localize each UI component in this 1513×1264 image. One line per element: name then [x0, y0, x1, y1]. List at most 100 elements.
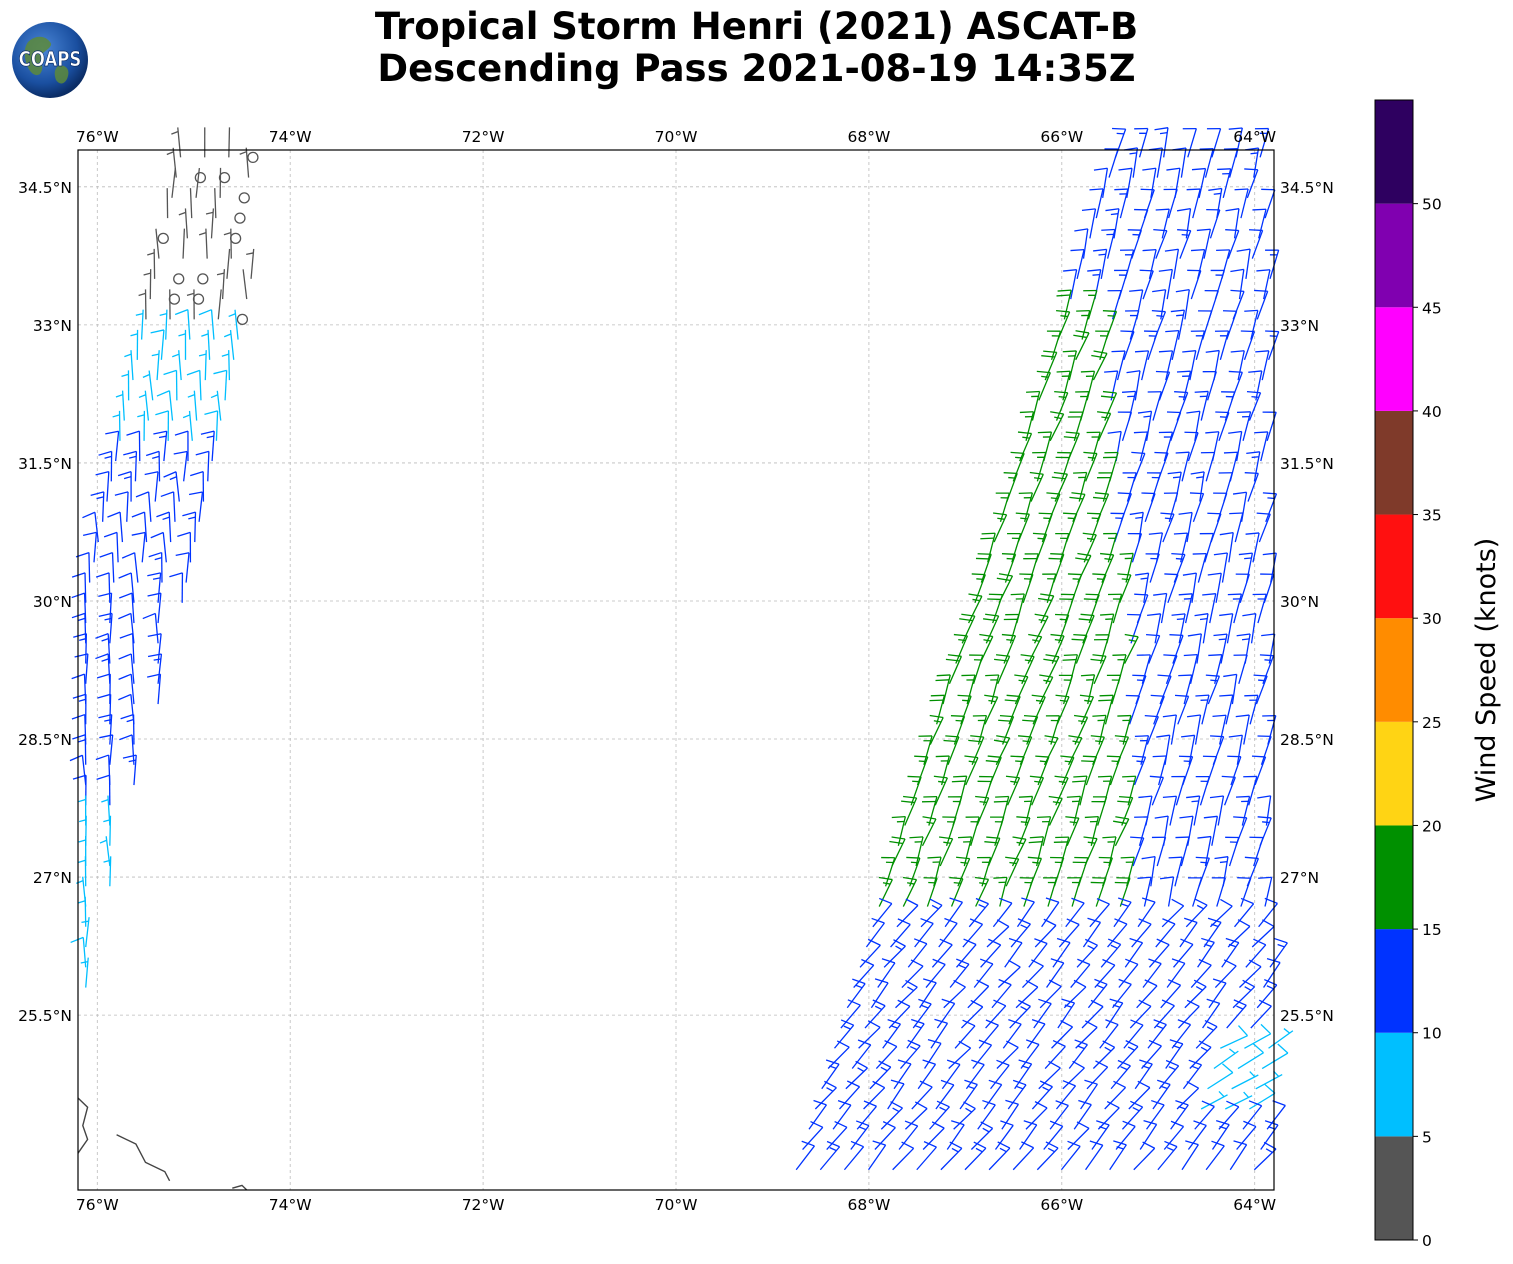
barb-full — [1117, 573, 1131, 576]
barb-half — [223, 333, 232, 338]
wind-barb — [968, 735, 985, 766]
wind-barb — [1018, 795, 1034, 826]
wind-barb — [1122, 472, 1137, 502]
barb-full — [897, 1059, 912, 1065]
wind-barb — [881, 856, 896, 887]
barb-staff — [1228, 532, 1234, 563]
barb-staff — [795, 1145, 815, 1171]
wind-barb — [198, 228, 208, 259]
wind-barb — [1173, 532, 1189, 563]
barb-staff — [1128, 695, 1141, 725]
wind-barb — [1230, 289, 1245, 320]
barb-staff — [224, 370, 228, 401]
wind-barb — [1195, 1019, 1218, 1049]
barb-full — [1112, 127, 1126, 130]
barb-half — [1160, 1085, 1168, 1090]
wind-barb — [1236, 633, 1251, 664]
barb-full — [1008, 959, 1021, 968]
barb-half — [931, 904, 939, 910]
wind-barb — [935, 674, 951, 705]
barb-full — [1135, 572, 1149, 576]
wind-barb — [931, 938, 953, 968]
barb-staff — [1239, 574, 1250, 604]
barb-full — [1021, 897, 1035, 903]
barb-full — [1186, 1081, 1199, 1089]
wind-barb — [223, 329, 235, 360]
barb-full — [998, 897, 1013, 904]
wind-barb — [1207, 1063, 1234, 1090]
wind-barb — [1206, 208, 1221, 239]
wind-barb — [1134, 816, 1149, 846]
barb-full — [1070, 249, 1085, 252]
wind-barb — [1011, 836, 1027, 867]
barb-half — [1059, 699, 1068, 702]
wind-barb — [838, 1080, 861, 1110]
wind-barb — [1163, 1120, 1185, 1150]
barb-full — [118, 693, 132, 701]
wind-barb — [1243, 775, 1258, 806]
barb-half — [1039, 760, 1048, 763]
wind-barb — [150, 329, 165, 360]
wind-barb — [1055, 694, 1070, 725]
wind-barb — [864, 999, 886, 1029]
barb-staff — [1169, 796, 1178, 826]
barb-full — [1169, 634, 1184, 636]
wind-barb — [163, 369, 178, 401]
barb-half — [1244, 986, 1252, 991]
barb-staff — [1148, 249, 1157, 279]
wind-barb — [228, 309, 239, 340]
barb-full — [1198, 1040, 1212, 1048]
barb-half — [1127, 1046, 1135, 1051]
barb-staff — [1137, 901, 1156, 928]
wind-barb — [990, 1059, 1010, 1090]
barb-staff — [172, 491, 176, 522]
barb-full — [1019, 411, 1034, 414]
wind-barb — [1031, 1080, 1053, 1110]
barb-staff — [1209, 905, 1233, 928]
barb-staff — [914, 923, 934, 948]
wind-barb — [1004, 937, 1023, 968]
lat-tick-label-right: 34.5°N — [1280, 179, 1334, 197]
barb-full — [1073, 471, 1087, 474]
barb-staff — [1145, 411, 1153, 441]
wind-barb — [115, 390, 125, 421]
wind-barb — [1153, 228, 1168, 259]
barb-full — [1170, 309, 1185, 313]
barb-staff — [1200, 1094, 1228, 1110]
barb-staff — [936, 1003, 956, 1029]
barb-full — [1038, 597, 1052, 602]
barb-half — [907, 986, 914, 992]
barb-full — [1077, 552, 1091, 557]
barb-staff — [1089, 903, 1110, 928]
barb-full — [1067, 573, 1082, 576]
barb-staff — [216, 390, 222, 421]
barb-staff — [1165, 655, 1178, 685]
barb-full — [980, 1121, 993, 1129]
wind-barb — [82, 531, 98, 563]
barb-staff — [1233, 208, 1240, 239]
barb-full — [98, 592, 112, 597]
wind-barb — [1244, 472, 1259, 502]
barb-half — [979, 882, 987, 885]
barb-full — [1023, 1120, 1037, 1126]
barb-staff — [1168, 492, 1179, 523]
wind-barb — [961, 674, 976, 705]
barb-full — [1137, 410, 1152, 414]
barb-full — [1138, 918, 1152, 925]
barb-staff — [972, 1044, 993, 1069]
barb-staff — [1105, 1002, 1124, 1029]
barb-full — [846, 1080, 860, 1088]
wind-barb — [1217, 168, 1232, 199]
wind-barb — [1085, 1140, 1104, 1171]
barb-staff — [1192, 493, 1205, 523]
barb-half — [198, 232, 207, 236]
barb-staff — [930, 1022, 949, 1049]
wind-barb — [1093, 167, 1109, 198]
barb-full — [1223, 959, 1237, 967]
barb-full — [1274, 937, 1288, 944]
barb-half — [857, 1067, 865, 1073]
barb-staff — [189, 188, 193, 219]
barb-full — [940, 1079, 955, 1086]
barb-staff — [1085, 1144, 1104, 1171]
barb-staff — [1148, 635, 1161, 664]
